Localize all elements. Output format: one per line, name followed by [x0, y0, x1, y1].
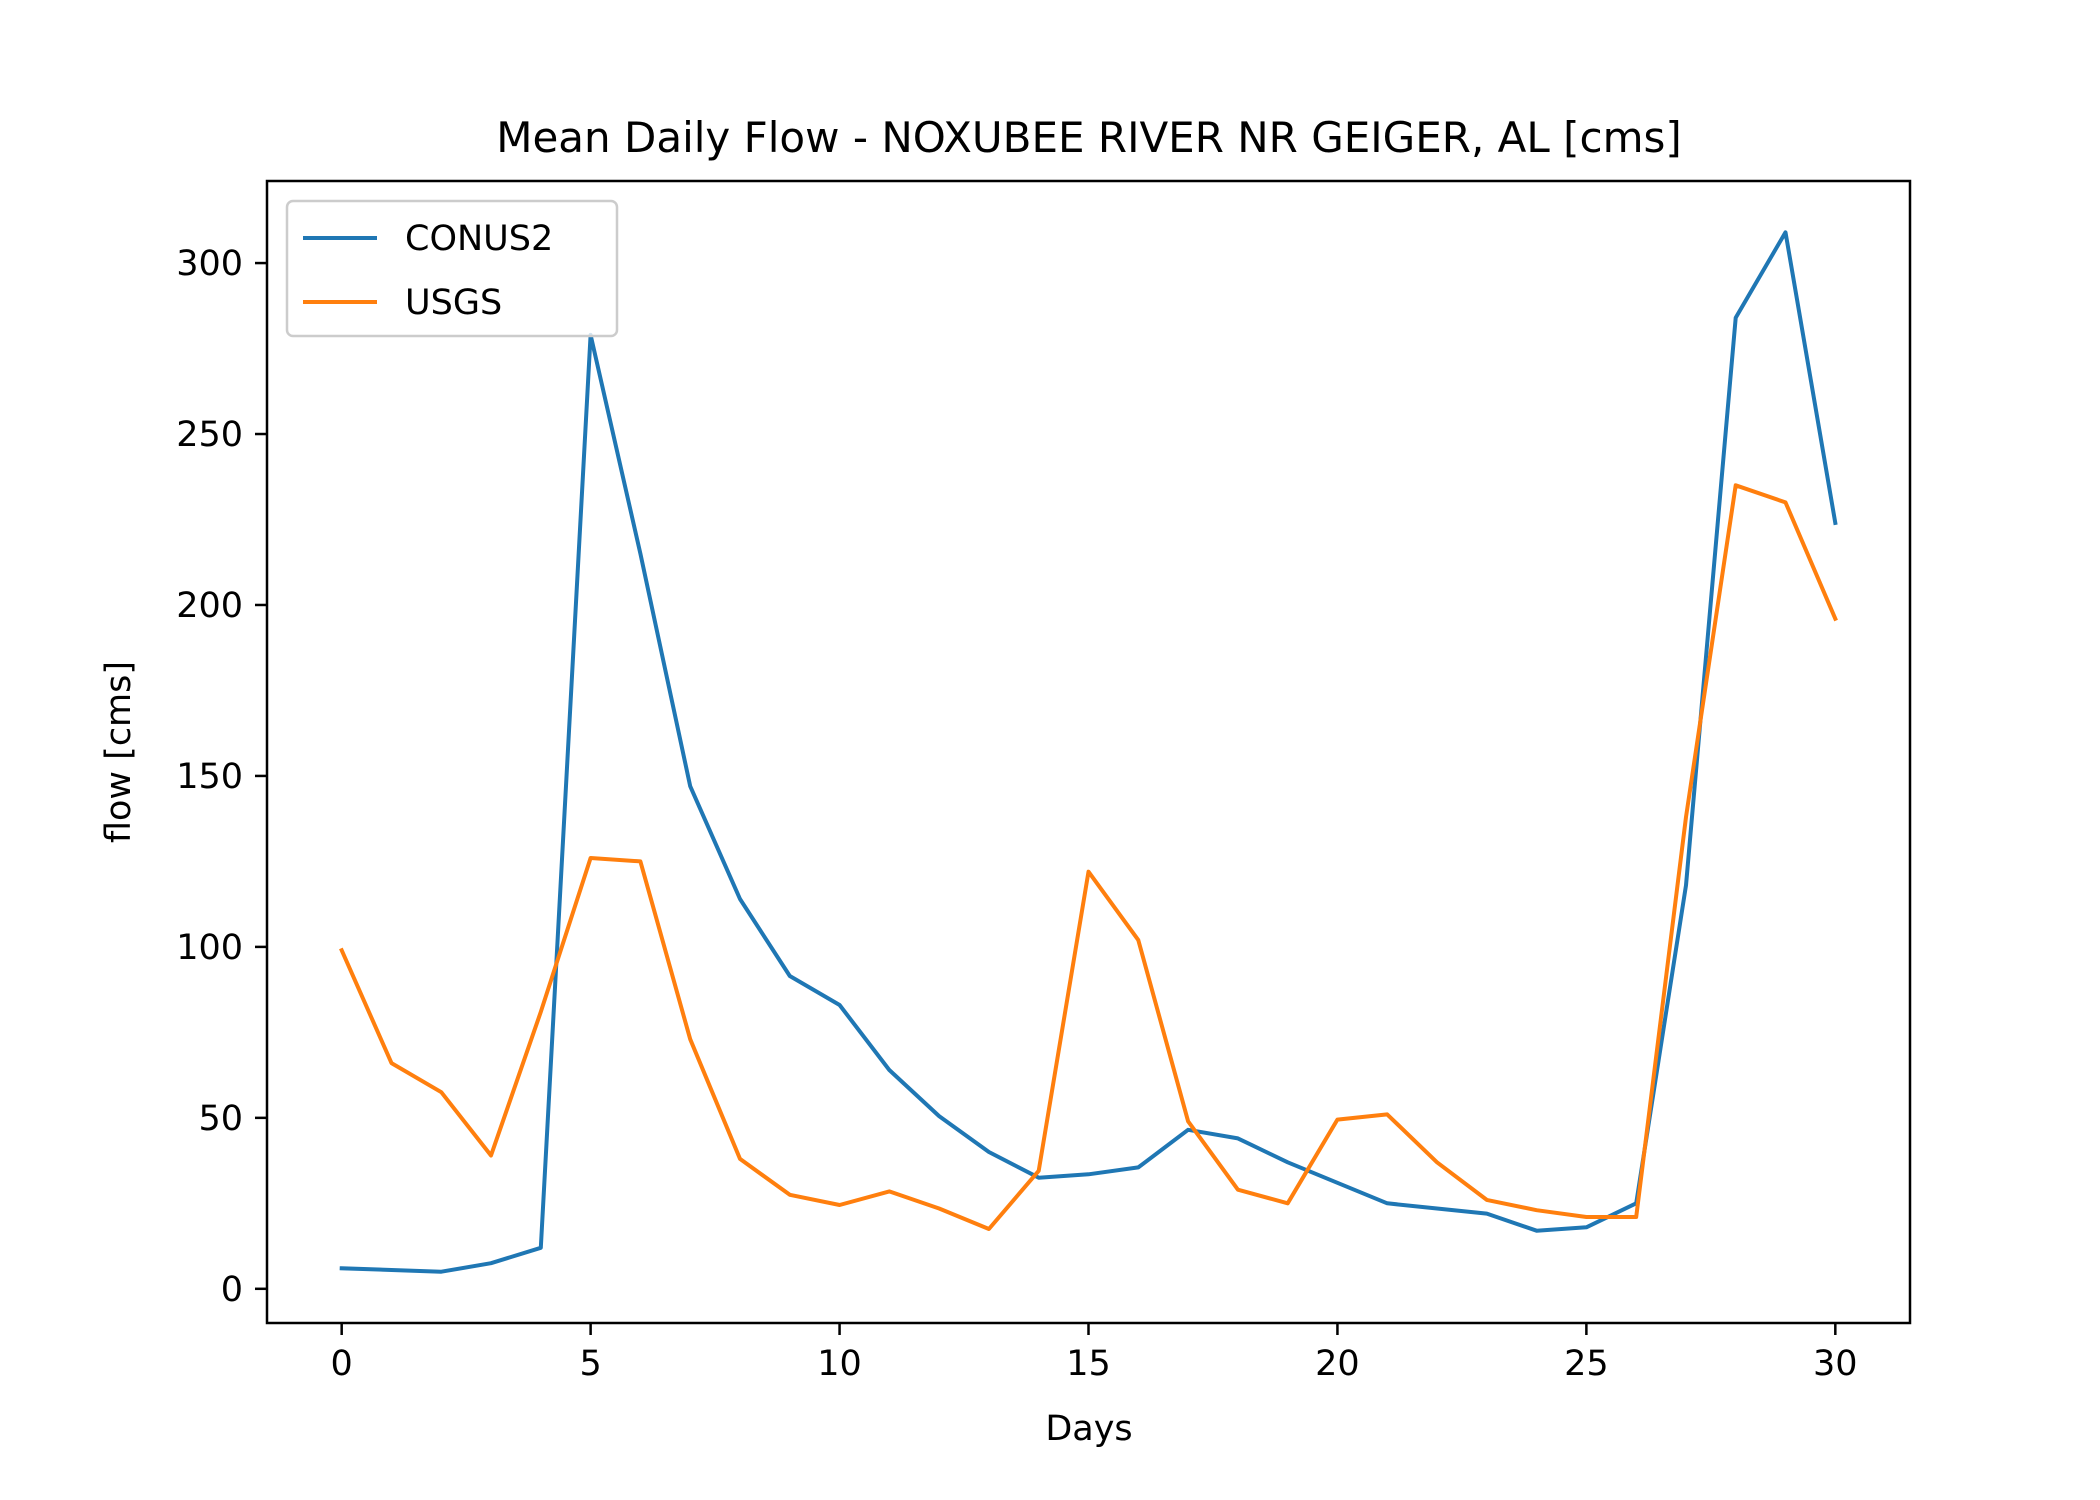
x-tick-label: 20	[1315, 1344, 1360, 1384]
y-axis-label: flow [cms]	[99, 661, 139, 843]
x-tick-label: 10	[817, 1344, 862, 1384]
y-tick-label: 100	[176, 928, 243, 968]
x-axis: 0 5 10 15 20 25 30	[331, 1323, 1858, 1384]
x-tick-label: 15	[1066, 1344, 1111, 1384]
legend-label: CONUS2	[405, 219, 553, 259]
x-axis-label: Days	[1045, 1409, 1132, 1449]
x-tick-label: 5	[579, 1344, 601, 1384]
x-tick-label: 25	[1564, 1344, 1609, 1384]
y-tick-label: 50	[198, 1099, 243, 1139]
legend-label: USGS	[405, 283, 502, 323]
series-line-usgs	[339, 483, 1838, 1231]
y-tick-label: 300	[176, 244, 243, 284]
y-axis: 0 50 100 150 200 250 300	[176, 244, 267, 1310]
legend: CONUS2 USGS	[285, 199, 619, 338]
y-tick-label: 250	[176, 415, 243, 455]
chart-title: Mean Daily Flow - NOXUBEE RIVER NR GEIGE…	[496, 113, 1682, 162]
x-tick-label: 0	[331, 1344, 353, 1384]
y-tick-label: 200	[176, 586, 243, 626]
y-tick-label: 0	[221, 1270, 243, 1310]
x-tick-label: 30	[1813, 1344, 1858, 1384]
y-tick-label: 150	[176, 757, 243, 797]
